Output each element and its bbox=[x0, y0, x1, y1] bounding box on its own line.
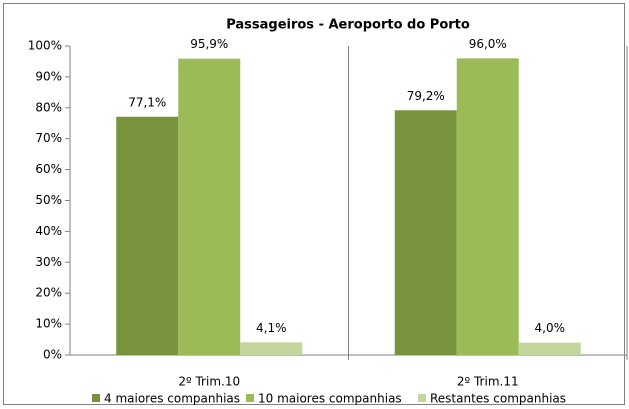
y-tick-label: 10% bbox=[35, 317, 62, 331]
x-tick-label: 2º Trim.11 bbox=[457, 375, 519, 389]
bar bbox=[394, 110, 457, 355]
value-label: 77,1% bbox=[128, 95, 166, 109]
y-tick-label: 0% bbox=[43, 348, 62, 362]
y-tick-label: 40% bbox=[35, 224, 62, 238]
value-label: 79,2% bbox=[407, 89, 445, 103]
bar bbox=[178, 58, 241, 355]
y-tick-label: 60% bbox=[35, 162, 62, 176]
legend-label: Restantes companhias bbox=[430, 392, 566, 406]
bar bbox=[116, 116, 179, 355]
value-label: 4,0% bbox=[535, 321, 566, 335]
legend-swatch bbox=[92, 394, 100, 402]
chart-border bbox=[3, 3, 625, 405]
value-label: 4,1% bbox=[256, 321, 287, 335]
y-tick-label: 70% bbox=[35, 131, 62, 145]
bar bbox=[518, 342, 581, 355]
y-tick-label: 50% bbox=[35, 193, 62, 207]
value-label: 96,0% bbox=[469, 37, 507, 51]
y-tick-label: 100% bbox=[28, 39, 62, 53]
value-label: 95,9% bbox=[190, 37, 228, 51]
chart-title: Passageiros - Aeroporto do Porto bbox=[226, 18, 470, 33]
y-tick-label: 90% bbox=[35, 69, 62, 83]
y-tick-label: 20% bbox=[35, 286, 62, 300]
x-tick-label: 2º Trim.10 bbox=[178, 375, 240, 389]
y-tick-label: 80% bbox=[35, 100, 62, 114]
legend-swatch bbox=[246, 394, 254, 402]
bar bbox=[456, 58, 519, 356]
bar bbox=[240, 342, 303, 355]
legend-label: 4 maiores companhias bbox=[104, 392, 240, 406]
y-tick-label: 30% bbox=[35, 255, 62, 269]
legend-label: 10 maiores companhias bbox=[258, 392, 402, 406]
legend-swatch bbox=[418, 394, 426, 402]
